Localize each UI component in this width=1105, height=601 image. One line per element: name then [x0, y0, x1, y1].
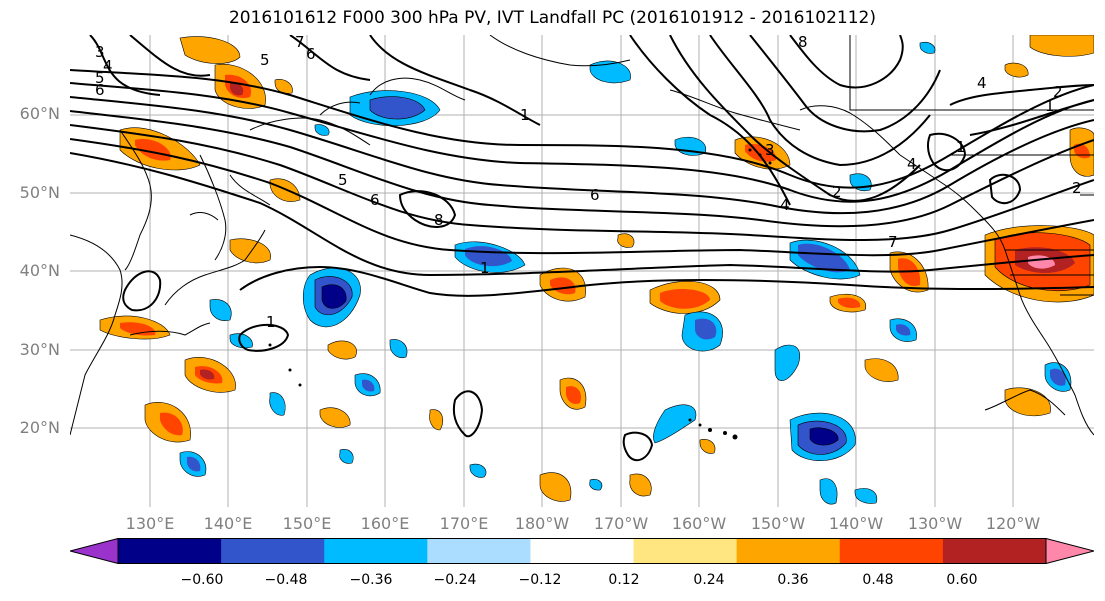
colorbar-tick-label: −0.24 — [433, 572, 477, 588]
colorbar-tick-label: 0.36 — [777, 572, 809, 588]
contour-label: 6 — [370, 191, 380, 209]
lat-label: 50°N — [19, 183, 60, 202]
colorbar-tick-label: −0.60 — [180, 572, 224, 588]
lon-label: 140°E — [203, 514, 253, 533]
coastlines — [70, 35, 1094, 436]
contour-label: 4 — [977, 74, 987, 92]
colorbar-swatch — [633, 538, 738, 564]
colorbar-extend-high — [1045, 538, 1094, 564]
colorbar-tick-label: 0.48 — [862, 572, 894, 588]
lat-label: 30°N — [19, 340, 60, 359]
contour-label: 7 — [888, 233, 898, 251]
lon-label: 160°E — [360, 514, 410, 533]
lat-label: 40°N — [19, 261, 60, 280]
contour-label: 5 — [338, 171, 348, 189]
contour-label: 8 — [434, 211, 444, 229]
colorbar-tick-label: −0.36 — [349, 572, 393, 588]
lat-label: 60°N — [19, 104, 60, 123]
contour-label: 5 — [95, 69, 105, 87]
contour-label: 6 — [306, 45, 316, 63]
contour-label: 3 — [765, 141, 775, 159]
contour-label: 1 — [520, 106, 530, 124]
contour-label: 3 — [95, 43, 105, 61]
lon-label: 160°W — [671, 514, 727, 533]
contour-label: 7 — [295, 35, 305, 51]
lon-label: 150°E — [282, 514, 332, 533]
contour-label: 4 — [103, 57, 113, 75]
map-title: 2016101612 F000 300 hPa PV, IVT Landfall… — [228, 8, 876, 28]
contour-label: 8 — [798, 35, 808, 51]
map-panel: 3 4 5 6 5 6 7 1 5 6 6 8 1 1 4 7 3 2 4 2 … — [70, 35, 1094, 507]
islands — [268, 148, 772, 440]
contour-label: 1 — [480, 259, 490, 277]
colorbar-tick-label: −0.12 — [518, 572, 562, 588]
colorbar-swatch — [839, 538, 944, 564]
contour-label: 5 — [260, 51, 270, 69]
contour-label: 4 — [907, 155, 917, 173]
colorbar-frame — [117, 538, 1047, 564]
colorbar-swatch — [736, 538, 841, 564]
lon-label: 130°E — [125, 514, 175, 533]
lon-label: 140°W — [828, 514, 884, 533]
colorbar-tick-label: 0.12 — [608, 572, 640, 588]
contour-label: 6 — [590, 186, 600, 204]
colorbar-swatch — [942, 538, 1047, 564]
colorbar-swatch — [118, 538, 222, 564]
lon-label: 170°W — [593, 514, 649, 533]
colorbar-tick-label: 0.24 — [693, 572, 725, 588]
colorbar-swatch — [221, 538, 325, 564]
graticule — [70, 35, 1094, 507]
colorbar-swatch — [530, 538, 635, 564]
lon-label: 170°E — [439, 514, 489, 533]
lon-label: 150°W — [750, 514, 806, 533]
lon-label: 130°W — [907, 514, 963, 533]
lon-label: 180°W — [514, 514, 570, 533]
contour-label: 1 — [956, 138, 966, 156]
contour-label: 2 — [1072, 179, 1082, 197]
colorbar-swatch — [324, 538, 428, 564]
colorbar-swatches — [70, 538, 1094, 564]
colorbar — [70, 538, 1094, 564]
contour-label: 1 — [1045, 97, 1055, 115]
lat-label: 20°N — [19, 418, 60, 437]
contour-label: 2 — [832, 183, 842, 201]
contour-label: 2 — [1053, 83, 1063, 101]
ivt-shading — [99, 35, 1094, 505]
colorbar-tick-label: 0.60 — [946, 572, 978, 588]
colorbar-extend-low — [70, 538, 119, 564]
contour-label: 6 — [95, 81, 105, 99]
contour-label: 4 — [780, 196, 790, 214]
contour-labels: 3 4 5 6 5 6 7 1 5 6 6 8 1 1 4 7 3 2 4 2 … — [95, 35, 1082, 331]
colorbar-swatch — [427, 538, 531, 564]
colorbar-tick-label: −0.48 — [264, 572, 308, 588]
lon-label: 120°W — [985, 514, 1041, 533]
contour-label: 1 — [266, 313, 276, 331]
